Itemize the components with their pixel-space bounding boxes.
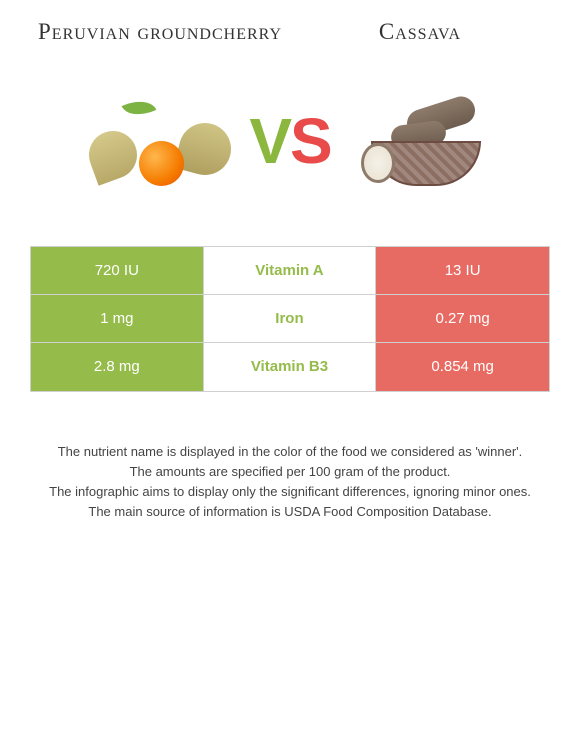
vs-letter-v: V bbox=[249, 105, 290, 177]
footnote-line: The main source of information is USDA F… bbox=[40, 502, 540, 522]
table-row: 1 mg Iron 0.27 mg bbox=[31, 295, 549, 343]
right-value-cell: 0.854 mg bbox=[376, 343, 549, 391]
header: Peruvian groundcherry Cassava bbox=[30, 18, 550, 46]
footnotes: The nutrient name is displayed in the co… bbox=[30, 442, 550, 523]
vs-row: VS bbox=[30, 86, 550, 196]
footnote-line: The infographic aims to display only the… bbox=[40, 482, 540, 502]
left-value-cell: 720 IU bbox=[31, 247, 204, 294]
vs-label: VS bbox=[249, 104, 330, 178]
food-title-right: Cassava bbox=[290, 18, 550, 46]
cassava-image bbox=[351, 86, 501, 196]
left-value-cell: 1 mg bbox=[31, 295, 204, 342]
nutrient-cell: Vitamin A bbox=[204, 247, 377, 294]
right-value-cell: 0.27 mg bbox=[376, 295, 549, 342]
left-value-cell: 2.8 mg bbox=[31, 343, 204, 391]
footnote-line: The amounts are specified per 100 gram o… bbox=[40, 462, 540, 482]
table-row: 2.8 mg Vitamin B3 0.854 mg bbox=[31, 343, 549, 391]
right-value-cell: 13 IU bbox=[376, 247, 549, 294]
groundcherry-image bbox=[79, 86, 229, 196]
nutrient-cell: Vitamin B3 bbox=[204, 343, 377, 391]
nutrient-cell: Iron bbox=[204, 295, 377, 342]
footnote-line: The nutrient name is displayed in the co… bbox=[40, 442, 540, 462]
table-row: 720 IU Vitamin A 13 IU bbox=[31, 247, 549, 295]
food-title-left: Peruvian groundcherry bbox=[30, 18, 290, 46]
comparison-table: 720 IU Vitamin A 13 IU 1 mg Iron 0.27 mg… bbox=[30, 246, 550, 392]
vs-letter-s: S bbox=[290, 105, 331, 177]
